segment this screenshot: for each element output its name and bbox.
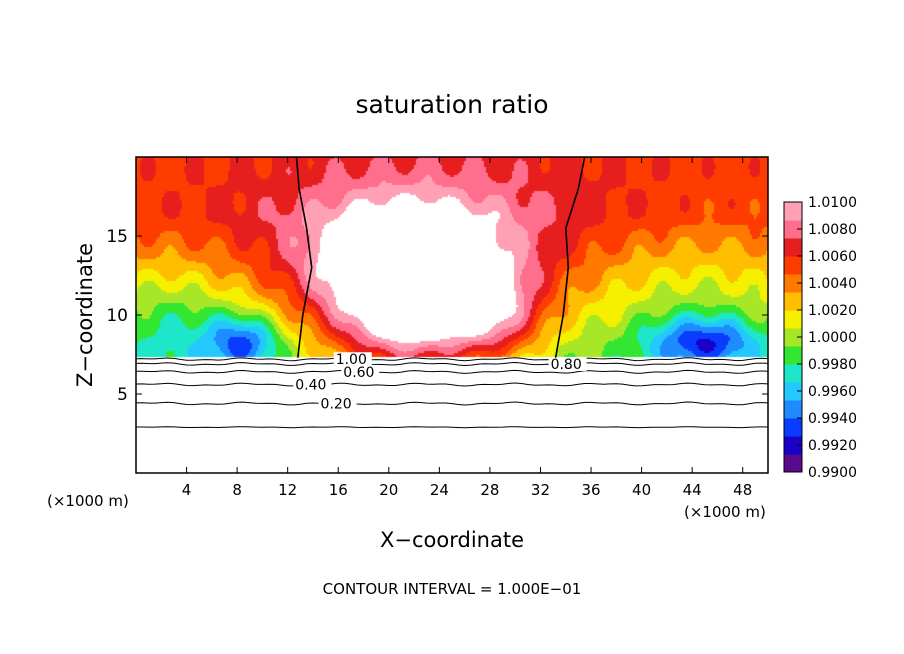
contour-label-bg [333, 352, 372, 367]
x-tick-label: 32 [531, 481, 550, 499]
contour-line-0.80 [135, 361, 769, 367]
colorbar-swatch [784, 220, 802, 239]
x-tick-label: 24 [430, 481, 449, 499]
x-tick-label: 44 [683, 481, 702, 499]
x-tick-label: 12 [278, 481, 297, 499]
colorbar-tick-label: 1.0080 [808, 222, 857, 238]
colorbar-tick-label: 0.9980 [808, 357, 857, 373]
x-tick-label: 8 [232, 481, 242, 499]
y-tick-label: 15 [106, 227, 128, 247]
colorbar-tick-label: 1.0040 [808, 276, 857, 292]
colorbar-swatch [784, 418, 802, 437]
contour-lines: 0.20 0.40 0.60 0.80 1.00 [135, 352, 769, 429]
contour-interval-note: CONTOUR INTERVAL = 1.000E−01 [323, 580, 582, 598]
contour-label: 0.40 [295, 378, 326, 394]
plot-area: 0.200.400.60 0.801.00 4 8 12 16 20 24 28 32 36 40 4… [106, 156, 769, 499]
colorbar-tick-label: 0.9920 [808, 438, 857, 454]
contour-label-bg [293, 377, 332, 392]
contour-label: 0.60 [343, 365, 374, 381]
colorbar-swatch [784, 238, 802, 257]
saturation-line-right [554, 156, 586, 358]
x-tick-label: 16 [329, 481, 348, 499]
contour-label-bg [548, 356, 587, 371]
x-axis-label: X−coordinate [380, 528, 524, 552]
colorbar-swatch [784, 382, 802, 401]
saturation-one-lines [295, 156, 586, 358]
x-tick-label: 48 [733, 481, 752, 499]
x-unit-left: (×1000 m) [47, 492, 129, 510]
colorbar: 0.9900 0.9920 0.9940 0.9960 0.9980 1.0000 1.00… [783, 195, 857, 481]
colorbar-tick-label: 0.9940 [808, 411, 857, 427]
y-tick-label: 10 [106, 306, 128, 326]
saturation-field [136, 157, 768, 473]
y-axis-label: Z−coordinate [73, 243, 97, 387]
colorbar-swatch [784, 256, 802, 275]
contour-line-0.40 [135, 382, 769, 387]
colorbar-swatch [784, 274, 802, 293]
saturation-line-left [295, 156, 313, 358]
x-tick-label: 40 [632, 481, 651, 499]
y-tick-label: 5 [117, 385, 128, 405]
x-unit-right: (×1000 m) [684, 503, 766, 521]
colorbar-swatch [784, 310, 802, 329]
contour-line-1.00 [135, 357, 769, 362]
colorbar-swatch [784, 346, 802, 365]
x-tick-label: 36 [581, 481, 600, 499]
colorbar-swatch [784, 454, 802, 473]
contour-label-bg [318, 396, 357, 411]
colorbar-tick-label: 1.0000 [808, 330, 857, 346]
contour-label: 0.80 [551, 357, 582, 373]
y-axis-ticks: 5 10 15 [106, 227, 768, 405]
x-tick-label: 20 [379, 481, 398, 499]
x-tick-label: 4 [182, 481, 192, 499]
x-axis-ticks: 4 8 12 16 20 24 28 32 36 40 44 48 [182, 157, 752, 499]
x-tick-label: 28 [480, 481, 499, 499]
colorbar-swatch [784, 292, 802, 311]
colorbar-swatch [784, 400, 802, 419]
contour-label: 0.20 [321, 396, 352, 412]
chart-title: saturation ratio [355, 90, 548, 119]
contour-line-reference [136, 426, 769, 429]
colorbar-tick-label: 0.9900 [808, 465, 857, 481]
colorbar-swatch [784, 364, 802, 383]
colorbar-tick-label: 1.0100 [808, 195, 857, 211]
contour-label: 1.00 [336, 352, 367, 368]
contour-label-bg [341, 364, 380, 379]
colorbar-swatch [784, 202, 802, 221]
colorbar-swatch [784, 328, 802, 347]
contour-line-0.60 [135, 369, 769, 374]
contour-line-0.20 [135, 401, 769, 406]
colorbar-tick-label: 1.0020 [808, 303, 857, 319]
colorbar-tick-label: 0.9960 [808, 384, 857, 400]
colorbar-swatch [784, 436, 802, 455]
colorbar-tick-label: 1.0060 [808, 249, 857, 265]
